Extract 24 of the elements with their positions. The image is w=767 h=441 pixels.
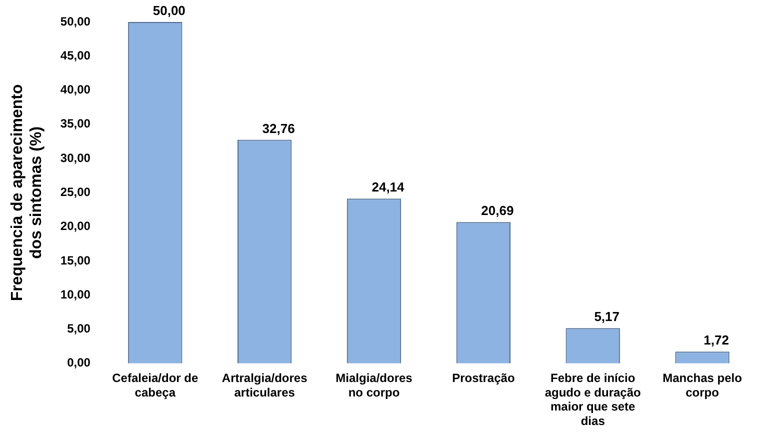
data-label: 5,17 — [594, 309, 620, 324]
data-label: 50,00 — [152, 3, 186, 18]
x-tick-label: Cefaleia/dor de cabeça — [112, 370, 198, 400]
x-tick-label: Mialgia/dores no corpo — [336, 370, 413, 400]
data-label: 20,69 — [481, 203, 514, 218]
y-tick-label: 40,00 — [60, 82, 91, 97]
x-tick-label: Febre de início agudo e duração maior que sete dias — [544, 370, 641, 428]
x-tick-label: Prostração — [452, 370, 515, 385]
y-tick-label: 15,00 — [60, 253, 91, 268]
x-tick-label: Artralgia/dores articulares — [222, 370, 308, 400]
y-tick-label: 25,00 — [60, 185, 91, 200]
y-tick-label: 10,00 — [60, 287, 91, 302]
data-label: 32,76 — [262, 120, 295, 136]
y-tick-label: 35,00 — [60, 116, 91, 131]
y-tick-label: 45,00 — [60, 48, 91, 62]
y-tick-label: 30,00 — [60, 150, 91, 165]
y-tick-label: 5,00 — [67, 322, 91, 336]
data-label: 1,72 — [704, 332, 729, 348]
data-label: 24,14 — [372, 180, 406, 195]
y-axis-title: Frequencia de aparecimento dos sintomas (%) — [9, 84, 46, 302]
y-tick-label: 50,00 — [60, 14, 91, 28]
x-tick-label: Manchas pelo corpo — [662, 370, 742, 400]
y-tick-label: 0,00 — [67, 356, 91, 370]
y-tick-label: 20,00 — [60, 219, 91, 234]
